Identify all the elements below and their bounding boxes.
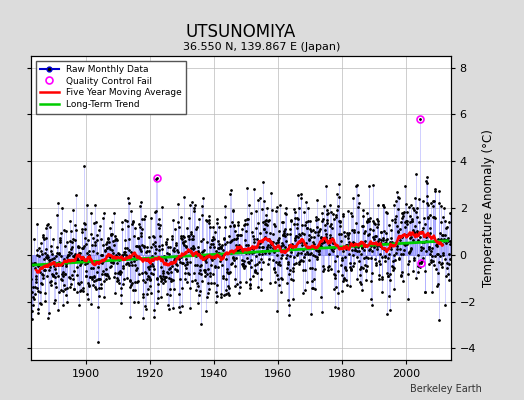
Text: Berkeley Earth: Berkeley Earth — [410, 384, 482, 394]
Text: 36.550 N, 139.867 E (Japan): 36.550 N, 139.867 E (Japan) — [183, 42, 341, 52]
Title: UTSUNOMIYA: UTSUNOMIYA — [186, 22, 296, 40]
Y-axis label: Temperature Anomaly (°C): Temperature Anomaly (°C) — [482, 129, 495, 287]
Legend: Raw Monthly Data, Quality Control Fail, Five Year Moving Average, Long-Term Tren: Raw Monthly Data, Quality Control Fail, … — [36, 60, 186, 114]
